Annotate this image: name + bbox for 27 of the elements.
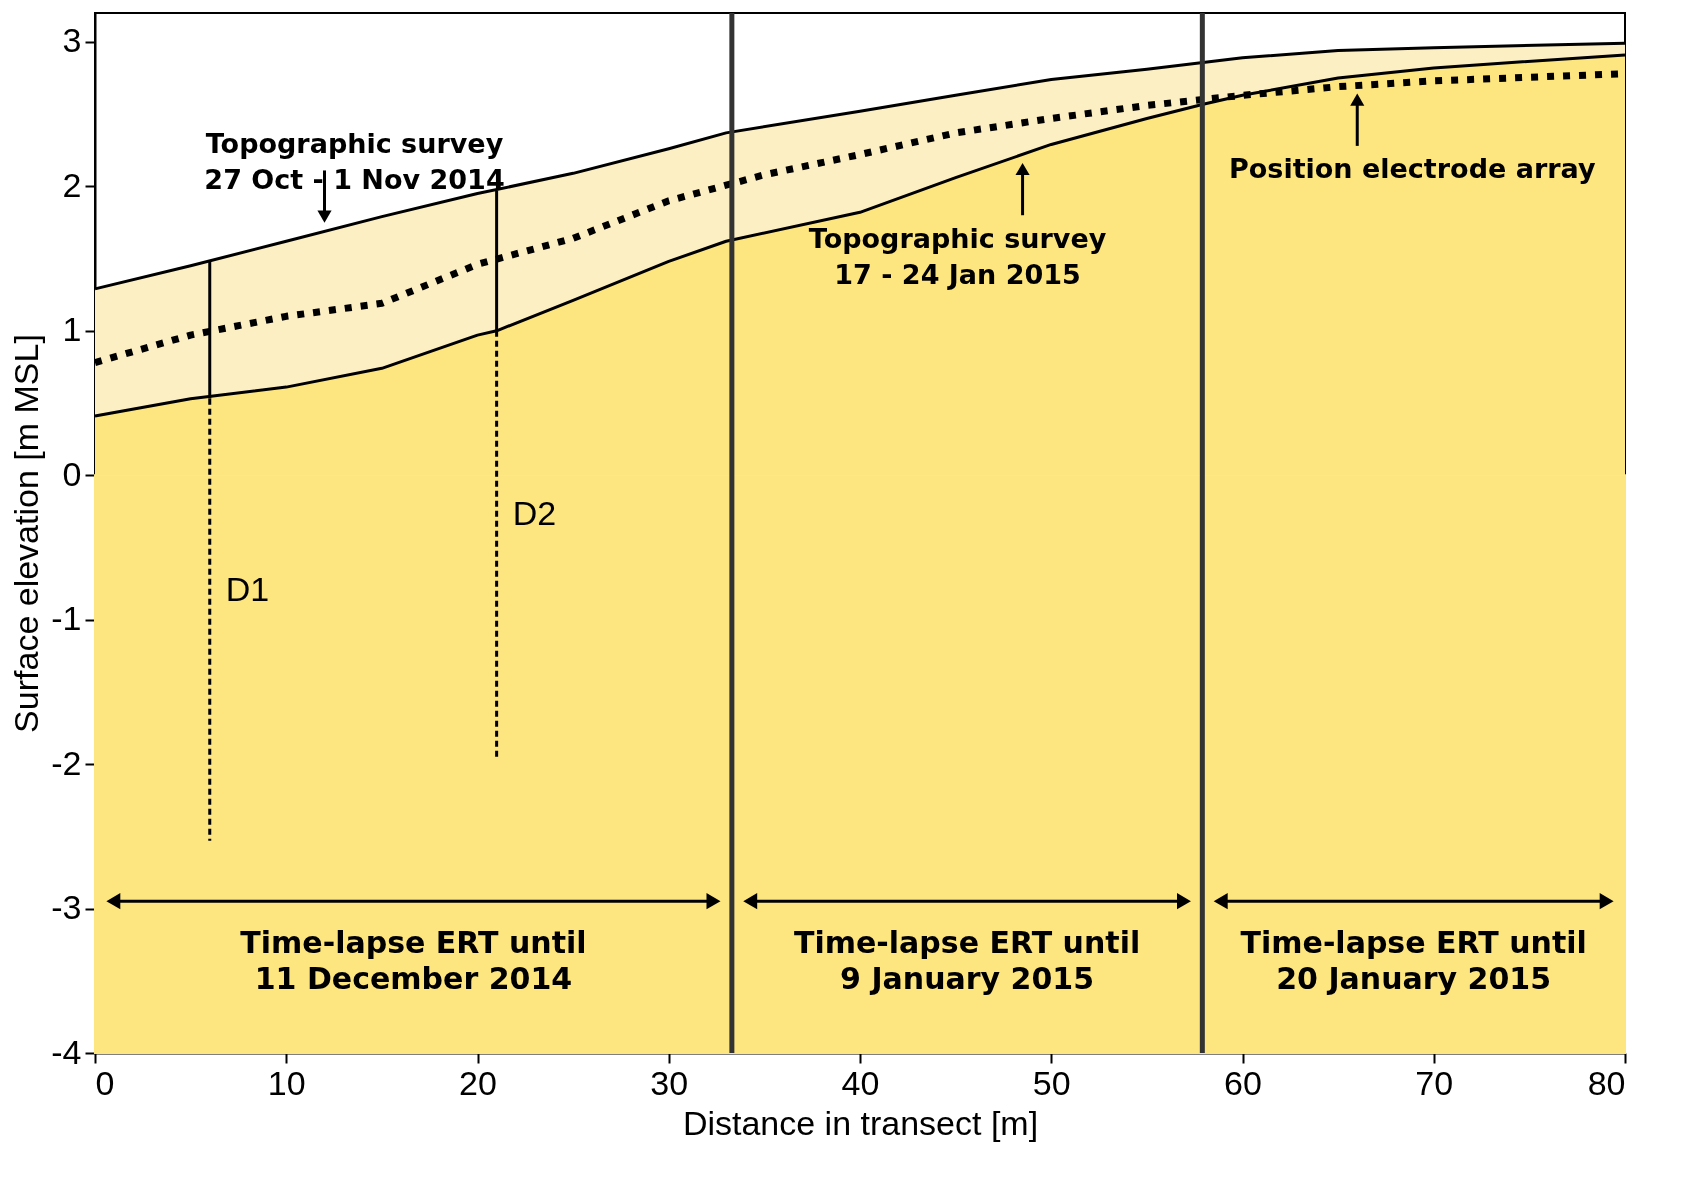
x-tick-label: 30 [650, 1063, 689, 1102]
annotation: Position electrode array [1228, 153, 1596, 185]
series-label: D2 [512, 493, 557, 532]
x-tick-label: 0 [95, 1063, 115, 1102]
series-label: D1 [225, 569, 270, 608]
y-tick-label: 0 [62, 454, 82, 493]
y-tick-label: 2 [62, 165, 82, 204]
annotation: Time-lapse ERT until 20 January 2015 [1240, 925, 1587, 997]
y-tick-label: -1 [51, 599, 82, 638]
annotation: Topographic survey 17 - 24 Jan 2015 [808, 222, 1107, 290]
annotation: Topographic survey 27 Oct - 1 Nov 2014 [204, 127, 505, 195]
y-tick-label: -3 [51, 888, 82, 927]
x-tick-label: 40 [841, 1063, 880, 1102]
y-tick-label: -2 [51, 743, 82, 782]
x-tick-label: 10 [267, 1063, 306, 1102]
x-axis-title: Distance in transect [m] [682, 1103, 1039, 1142]
x-tick-label: 20 [459, 1063, 497, 1102]
annotation: Time-lapse ERT until 9 January 2015 [793, 925, 1141, 997]
x-tick-label: 50 [1032, 1063, 1071, 1102]
y-tick-label: 1 [62, 310, 82, 349]
y-axis-title: Surface elevation [m MSL] [7, 334, 46, 733]
y-tick-label: 3 [62, 21, 82, 60]
annotation: Time-lapse ERT until 11 December 2014 [240, 925, 587, 997]
x-tick-label: 80 [1587, 1063, 1626, 1102]
y-tick-label: -4 [51, 1032, 82, 1071]
x-tick-label: 60 [1224, 1063, 1262, 1102]
x-tick-label: 70 [1415, 1063, 1454, 1102]
